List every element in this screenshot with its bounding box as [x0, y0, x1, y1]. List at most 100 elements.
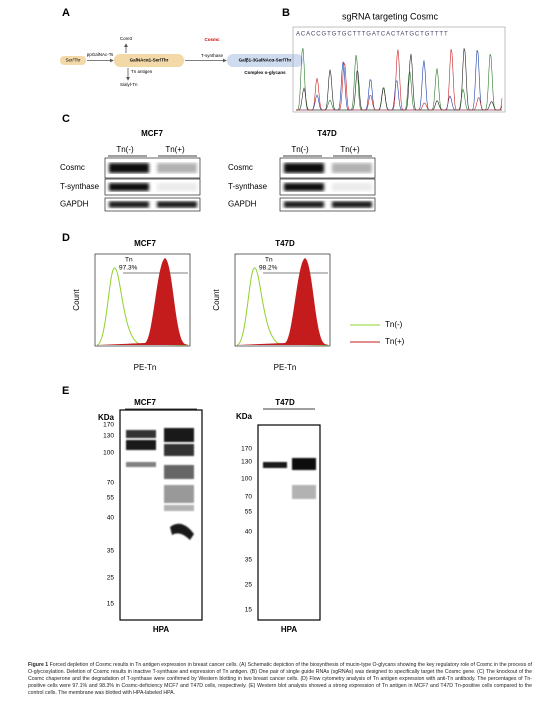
band — [292, 485, 316, 499]
panel-label: C — [62, 113, 70, 125]
antibody-label: HPA — [281, 625, 298, 634]
panel-label: B — [282, 7, 290, 19]
x-axis-label: PE-Tn — [274, 363, 297, 372]
ladder-label: 25 — [107, 575, 115, 582]
node: T-synthase — [201, 53, 224, 58]
ladder-label: 70 — [107, 480, 115, 487]
band — [157, 183, 197, 191]
enzyme: ppGalNAc-Ts — [87, 52, 114, 57]
box — [60, 56, 86, 65]
bands — [284, 183, 372, 191]
node: Cosmc — [204, 37, 220, 42]
ladder-label: 15 — [107, 601, 115, 608]
trace — [295, 49, 503, 111]
cell-label: MCF7 — [134, 239, 156, 248]
band — [332, 163, 372, 173]
panel-label: D — [62, 232, 70, 244]
band — [164, 444, 194, 456]
ladder-label: 35 — [245, 557, 253, 564]
unit-label: KDa — [98, 413, 115, 422]
band — [164, 428, 194, 442]
figure: A Ser/Thr ppGalNAc-Ts GalNAcα1-Ser/Thr C… — [60, 7, 506, 634]
band — [126, 430, 156, 438]
band — [109, 163, 149, 173]
ladder-label: 100 — [241, 476, 252, 483]
lane-label: Tn(-) — [116, 145, 134, 154]
bands — [263, 458, 316, 499]
chromatogram-frame — [292, 26, 506, 113]
row-label: GAPDH — [228, 200, 257, 209]
sequence: ACACCGTGTGCTTTGATCACTATGCTGTTTT — [296, 32, 449, 38]
band — [164, 505, 194, 511]
caption-text: Forced depletion of Cosmc results in Tn … — [28, 662, 532, 696]
lane-label: Tn(-) — [291, 145, 309, 154]
panel-label: A — [62, 7, 70, 19]
ladder-label: 55 — [107, 495, 115, 502]
bands — [109, 201, 197, 208]
ladder-label: 130 — [103, 433, 114, 440]
ladder-label: 170 — [103, 422, 114, 429]
band — [170, 523, 194, 540]
x-axis-label: PE-Tn — [134, 363, 157, 372]
box — [114, 54, 184, 67]
legend-label: Tn(+) — [385, 337, 405, 346]
band — [109, 183, 149, 191]
row-label: Cosmc — [228, 163, 253, 172]
panel-label: E — [62, 385, 69, 397]
ladder-label: 170 — [241, 446, 252, 453]
band — [126, 462, 156, 467]
blot — [257, 424, 321, 621]
ladder-label: 100 — [103, 450, 114, 457]
cell-label: MCF7 — [141, 129, 163, 138]
ladder-label: 70 — [245, 494, 253, 501]
node: Core3 — [120, 36, 133, 41]
histogram-neg — [96, 267, 189, 346]
cell-label: T47D — [275, 398, 295, 407]
band — [126, 440, 156, 450]
lane-label: Tn(+) — [165, 145, 185, 154]
cell-label: T47D — [317, 129, 337, 138]
caption-label: Figure 1 — [28, 662, 49, 668]
band — [284, 163, 324, 173]
band — [332, 201, 372, 208]
trace — [296, 48, 502, 111]
plot-frame — [234, 253, 331, 347]
band — [157, 163, 197, 173]
y-axis-label: Count — [212, 289, 221, 311]
histogram-pos — [237, 258, 328, 345]
ladder-label: 15 — [245, 607, 253, 614]
bands — [109, 163, 197, 173]
panel-title: sgRNA targeting Cosmc — [342, 11, 439, 21]
band — [157, 201, 197, 208]
gate-percent: 97.3% — [119, 265, 138, 272]
y-axis-label: Count — [72, 289, 81, 311]
plot-frame — [94, 253, 191, 347]
lane-label: Tn(+) — [340, 145, 360, 154]
bands — [284, 201, 372, 208]
band — [292, 458, 316, 470]
band — [109, 201, 149, 208]
gate-percent: 98.2% — [259, 265, 278, 272]
legend-label: Tn(-) — [385, 320, 403, 329]
ladder-label: 40 — [245, 529, 253, 536]
node: Sialyl-Tn — [120, 82, 138, 87]
bands — [126, 428, 194, 540]
node: Complex o-glycans — [244, 70, 286, 75]
node: GalNAcα1-Ser/Thr — [130, 58, 169, 63]
bands — [109, 183, 197, 191]
band — [263, 462, 287, 468]
node: Galβ1-3GalNAcα-Ser/Thr — [239, 58, 292, 63]
band — [164, 485, 194, 503]
row-label: GAPDH — [60, 200, 89, 209]
cell-label: T47D — [275, 239, 295, 248]
band — [284, 201, 324, 208]
chromatogram — [295, 48, 503, 111]
band — [284, 183, 324, 191]
row-label: Cosmc — [60, 163, 85, 172]
cell-label: MCF7 — [134, 398, 156, 407]
node: Tn antigen — [131, 69, 153, 74]
ladder-label: 25 — [245, 582, 253, 589]
row-label: T-synthase — [60, 182, 100, 191]
ladder-label: 40 — [107, 515, 115, 522]
